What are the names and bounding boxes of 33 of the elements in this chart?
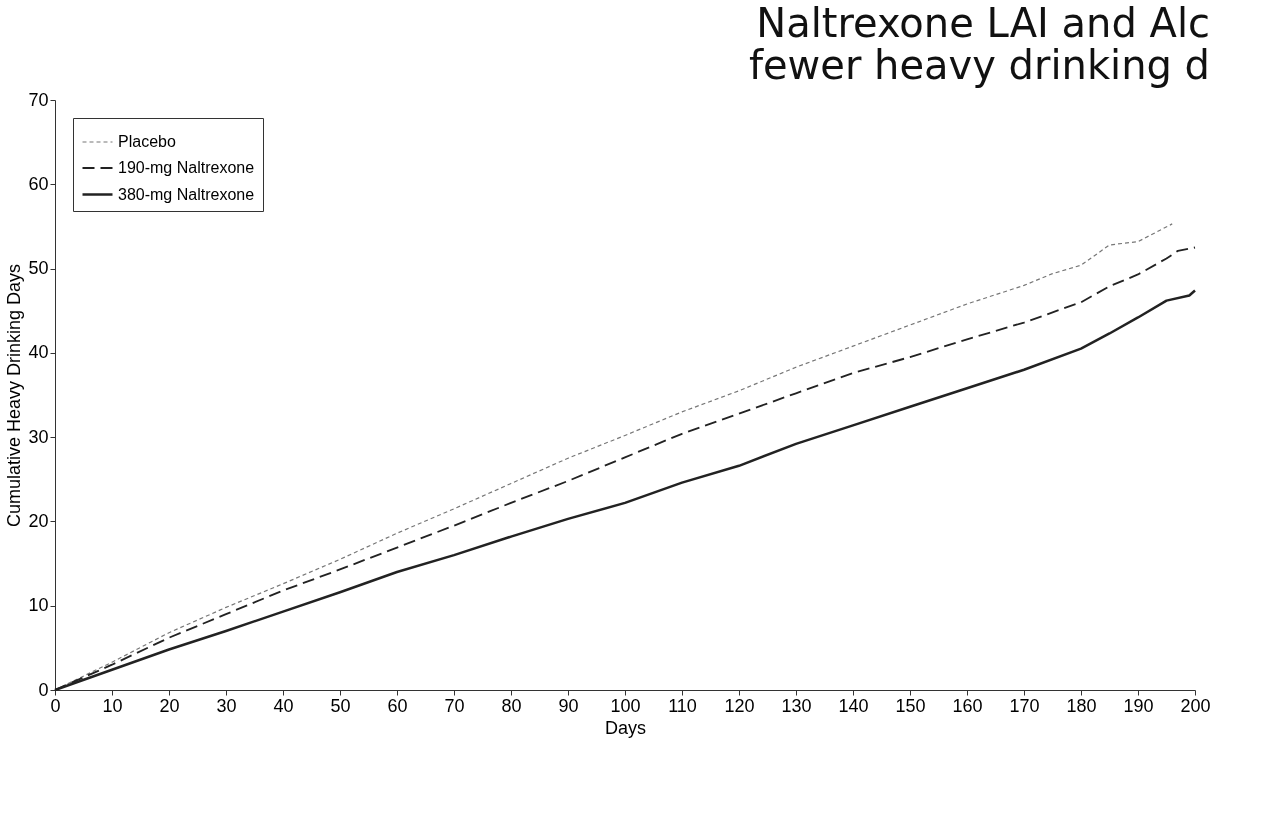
x-tick-label: 150 [895, 695, 926, 716]
x-tick-label: 20 [159, 695, 180, 716]
legend-label: 380-mg Naltrexone [118, 185, 255, 203]
legend-label: 190-mg Naltrexone [118, 159, 255, 176]
y-axis-title: Cumulative Heavy Drinking Days [4, 263, 25, 528]
y-tick-label: 10 [28, 595, 49, 616]
x-tick-label: 130 [781, 695, 812, 716]
x-tick-label: 120 [724, 695, 755, 716]
x-tick-label: 80 [501, 695, 522, 716]
x-tick-label: 140 [838, 695, 869, 716]
x-tick-label: 160 [952, 695, 983, 716]
y-tick-label: 0 [38, 679, 49, 700]
y-tick-label: 40 [28, 342, 49, 363]
x-tick-label: 70 [444, 695, 465, 716]
y-tick-label: 60 [28, 173, 49, 194]
x-tick-label: 180 [1066, 695, 1097, 716]
legend-label: Placebo [118, 133, 176, 150]
x-axis-title: Days [604, 717, 647, 738]
y-tick-label: 20 [28, 510, 49, 531]
x-tick-label: 190 [1123, 695, 1154, 716]
x-tick-label: 170 [1009, 695, 1040, 716]
y-tick-label: 70 [28, 89, 49, 110]
x-tick-label: 30 [216, 695, 237, 716]
x-tick-label: 10 [102, 695, 123, 716]
x-tick-label: 100 [610, 695, 641, 716]
x-tick-label: 90 [558, 695, 579, 716]
y-tick-label: 50 [28, 258, 49, 279]
y-tick-label: 30 [28, 426, 49, 447]
x-tick-label: 50 [330, 695, 351, 716]
x-tick-label: 200 [1180, 695, 1211, 716]
x-tick-label: 60 [387, 695, 408, 716]
x-tick-label: 110 [668, 695, 697, 716]
x-tick-label: 40 [273, 695, 294, 716]
